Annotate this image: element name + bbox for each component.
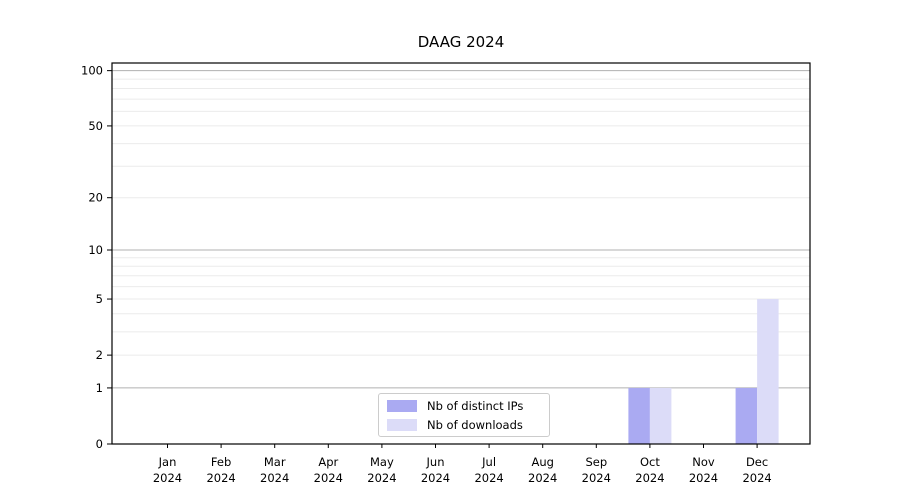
x-tick-label-year: 2024 [742,471,771,485]
bar-distinct-ips [628,387,650,444]
bar-downloads [649,387,672,444]
x-tick-label-year: 2024 [260,471,289,485]
downloads-swatch-icon [387,418,417,431]
x-tick-label-month: Nov [692,455,715,469]
x-tick-label-month: Apr [318,455,338,469]
legend-item-distinct-ips: Nb of distinct IPs [387,399,541,413]
x-tick-label-month: Oct [640,455,660,469]
x-tick-label-year: 2024 [421,471,450,485]
x-tick-label-year: 2024 [153,471,182,485]
legend-item-downloads: Nb of downloads [387,418,541,432]
x-tick-label-month: Jul [481,455,496,469]
y-tick-label: 2 [96,348,103,362]
y-tick-label: 10 [88,243,103,257]
distinct-ips-swatch-icon [387,399,417,412]
x-tick-label-month: May [370,455,394,469]
y-tick-label: 1 [96,381,103,395]
x-tick-label-month: Jan [158,455,177,469]
x-tick-label-year: 2024 [367,471,396,485]
y-tick-label: 50 [88,119,103,133]
x-tick-label-year: 2024 [528,471,557,485]
chart-title: DAAG 2024 [417,33,505,51]
x-tick-label-month: Feb [211,455,231,469]
legend-label-distinct-ips: Nb of distinct IPs [427,398,524,413]
x-tick-label-year: 2024 [635,471,664,485]
x-tick-label-year: 2024 [206,471,235,485]
legend: Nb of distinct IPs Nb of downloads [378,393,550,437]
legend-label-downloads: Nb of downloads [427,417,523,432]
x-tick-label-year: 2024 [474,471,503,485]
plot-frame [111,62,811,445]
bar-downloads [757,299,779,444]
x-tick-label-year: 2024 [582,471,611,485]
x-tick-label-year: 2024 [314,471,343,485]
x-tick-label-year: 2024 [689,471,718,485]
x-tick-label-month: Dec [746,455,768,469]
x-tick-label-month: Sep [585,455,607,469]
y-tick-label: 100 [81,64,103,78]
y-tick-label: 0 [96,437,103,451]
x-tick-label-month: Mar [264,455,286,469]
y-tick-label: 20 [88,191,103,205]
bar-distinct-ips [735,387,758,444]
x-tick-label-month: Aug [531,455,553,469]
y-tick-label: 5 [96,292,103,306]
x-tick-label-month: Jun [426,455,445,469]
